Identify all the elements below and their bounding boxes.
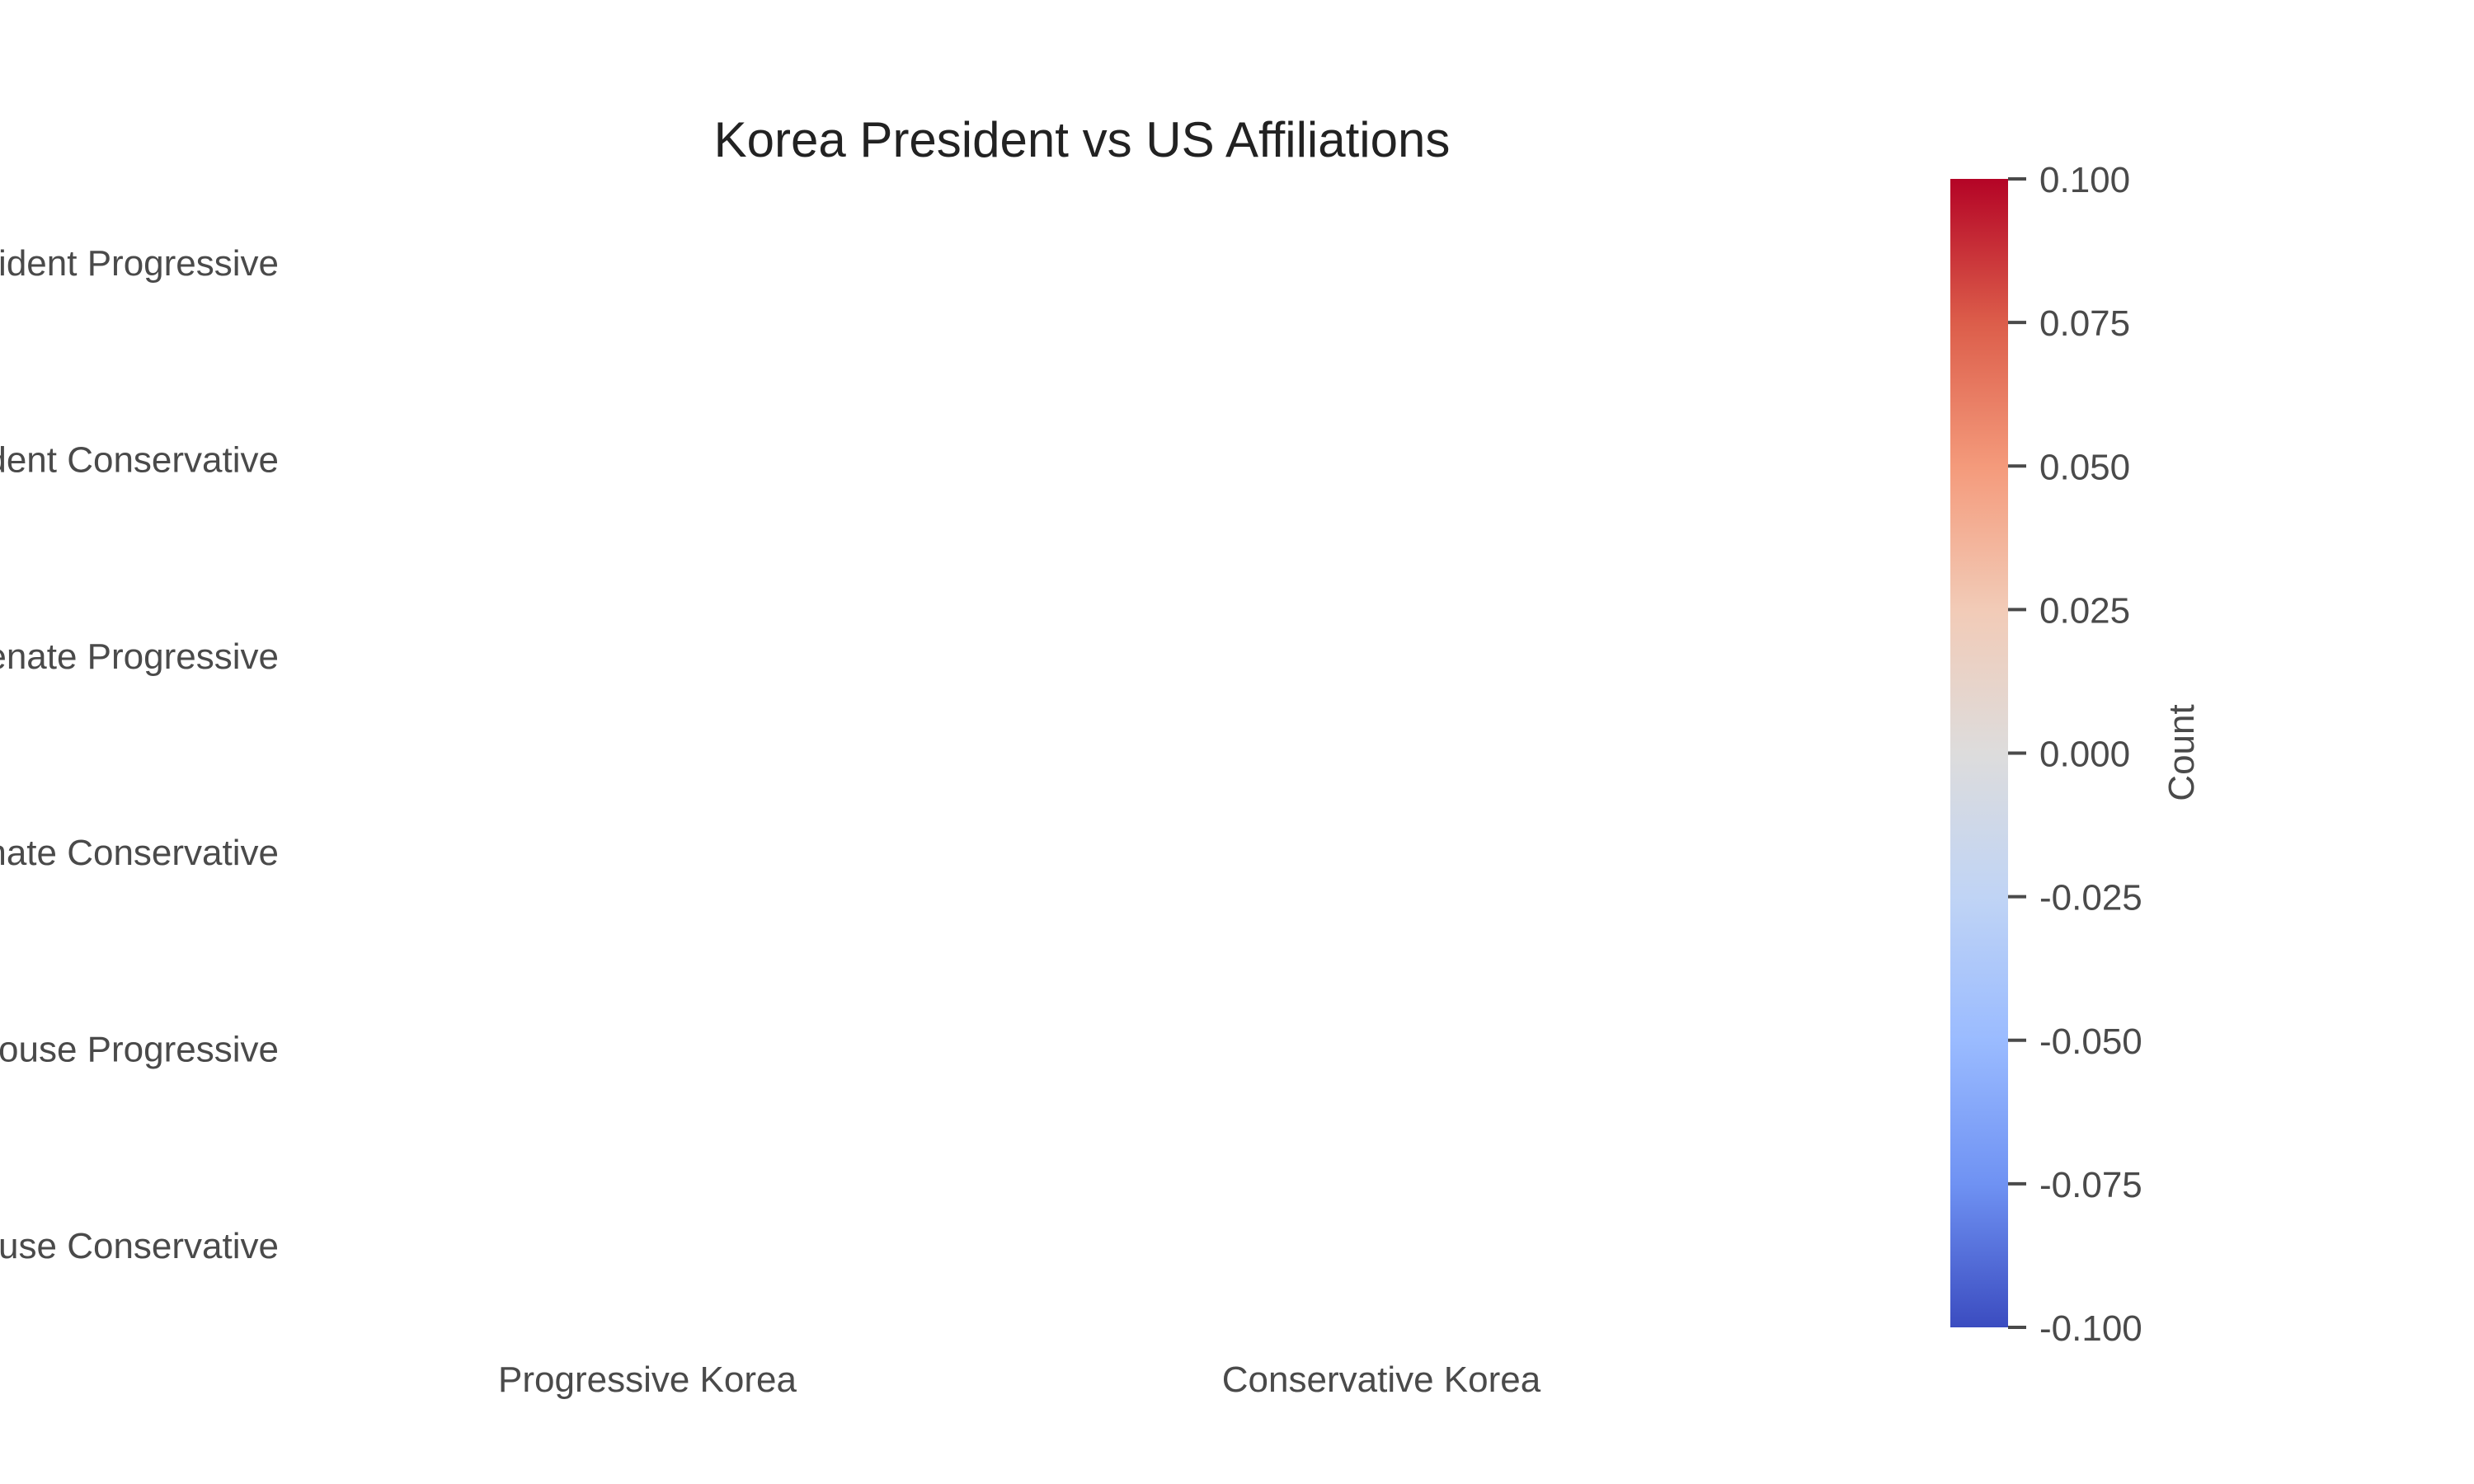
y-tick-label: US Senate Conservative	[0, 833, 279, 873]
chart-title: Korea President vs US Affiliations	[714, 112, 1451, 167]
y-tick-label: US House Conservative	[0, 1226, 279, 1266]
x-tick-label: Progressive Korea	[498, 1360, 797, 1400]
colorbar-tick-label: 0.100	[2039, 160, 2130, 200]
colorbar-tick-label: -0.075	[2039, 1165, 2142, 1205]
colorbar-tick-label: 0.025	[2039, 590, 2130, 631]
colorbar-tick-label: 0.000	[2039, 735, 2130, 775]
y-tick-label: US President Progressive	[0, 243, 279, 284]
colorbar-ticks: 0.100 0.075 0.050 0.025 0.000 -0.025 -0.050 -0.…	[2008, 160, 2142, 1349]
colorbar-gradient	[1950, 179, 2008, 1327]
y-tick-label: US Senate Progressive	[0, 636, 279, 677]
colorbar-tick-label: 0.050	[2039, 447, 2130, 487]
y-tick-label: US President Conservative	[0, 440, 279, 481]
colorbar-tick-label: -0.025	[2039, 878, 2142, 918]
y-axis-tick-labels: US President Progressive US President Con…	[0, 243, 279, 1266]
colorbar: 0.100 0.075 0.050 0.025 0.000 -0.025 -0.050 -0.…	[1950, 160, 2202, 1349]
x-axis-tick-labels: Progressive Korea Conservative Korea	[498, 1360, 1541, 1400]
y-tick-label: US House Progressive	[0, 1030, 279, 1070]
x-tick-label: Conservative Korea	[1222, 1360, 1541, 1400]
colorbar-label: Count	[2161, 704, 2202, 801]
colorbar-tick-label: 0.075	[2039, 303, 2130, 344]
colorbar-tick-label: -0.050	[2039, 1021, 2142, 1062]
colorbar-tick-label: -0.100	[2039, 1308, 2142, 1349]
